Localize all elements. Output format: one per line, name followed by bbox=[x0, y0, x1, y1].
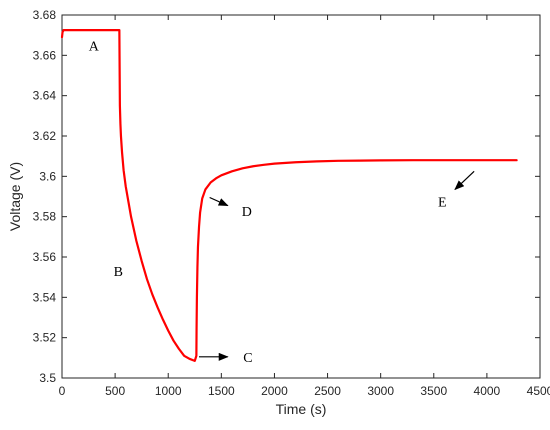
x-tick-label: 3500 bbox=[420, 384, 447, 398]
annotation-label-e: E bbox=[438, 196, 447, 211]
x-tick-label: 3000 bbox=[367, 384, 394, 398]
plot-area bbox=[61, 14, 541, 379]
annotation-arrow-e bbox=[454, 170, 475, 191]
voltage-series-line bbox=[60, 29, 518, 362]
annotation-label-b: B bbox=[114, 265, 123, 280]
x-tick-label: 2500 bbox=[314, 384, 341, 398]
y-tick-label: 3.6 bbox=[39, 169, 56, 183]
x-tick-label: 2000 bbox=[261, 384, 288, 398]
x-tick-label: 0 bbox=[59, 384, 66, 398]
x-tick-label: 4500 bbox=[527, 384, 550, 398]
axis-ticks: 0 500 1000 1500 2000 2500 3000 3500 4000 4500 3.5 3… bbox=[33, 8, 550, 398]
x-tick-label: 4000 bbox=[474, 384, 501, 398]
y-tick-label: 3.64 bbox=[33, 89, 57, 103]
annotation-arrow-d bbox=[209, 196, 229, 207]
y-tick-label: 3.56 bbox=[33, 250, 57, 264]
y-tick-label: 3.68 bbox=[33, 8, 57, 22]
y-tick-label: 3.52 bbox=[33, 331, 57, 345]
x-tick-label: 1500 bbox=[208, 384, 235, 398]
y-tick-label: 3.62 bbox=[33, 129, 57, 143]
y-tick-label: 3.5 bbox=[39, 371, 56, 385]
series-lines bbox=[60, 29, 518, 362]
annotation-label-a: A bbox=[89, 39, 100, 54]
x-axis-label: Time (s) bbox=[276, 401, 327, 417]
y-axis-label: Voltage (V) bbox=[7, 162, 23, 231]
x-tick-label: 500 bbox=[105, 384, 125, 398]
x-tick-label: 1000 bbox=[155, 384, 182, 398]
annotations: A B C D E bbox=[89, 39, 475, 366]
annotation-label-c: C bbox=[243, 351, 252, 366]
y-tick-label: 3.58 bbox=[33, 210, 57, 224]
y-tick-label: 3.66 bbox=[33, 48, 57, 62]
annotation-label-d: D bbox=[242, 205, 252, 220]
y-tick-label: 3.54 bbox=[33, 290, 57, 304]
